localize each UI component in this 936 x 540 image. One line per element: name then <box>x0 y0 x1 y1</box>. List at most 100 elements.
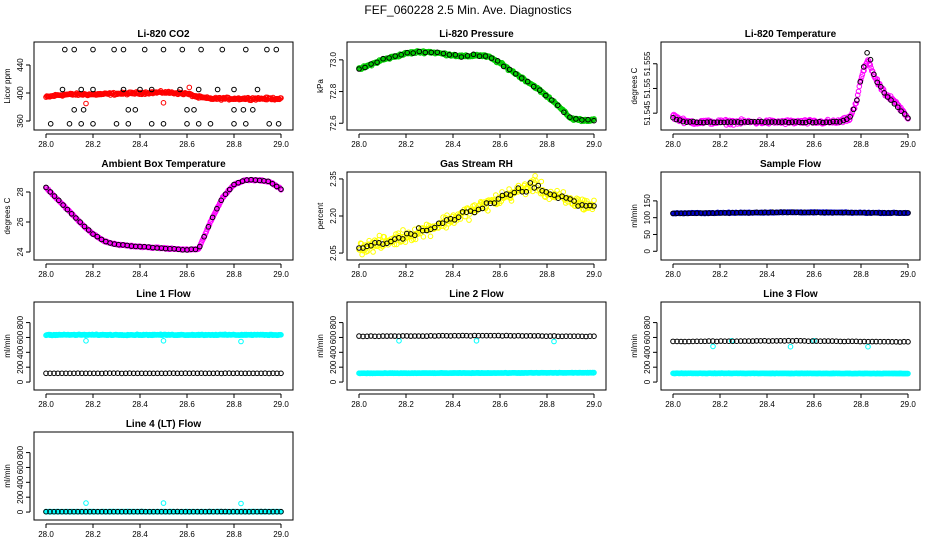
series-2 <box>83 500 244 507</box>
data-point <box>120 86 127 93</box>
data-point <box>547 333 554 339</box>
data-point <box>238 500 244 507</box>
data-point <box>789 209 796 215</box>
data-point <box>364 333 370 340</box>
series-2 <box>83 84 193 107</box>
data-point <box>482 53 489 59</box>
data-point <box>690 118 697 125</box>
data-point <box>786 119 792 126</box>
data-point <box>380 55 386 62</box>
data-point <box>226 186 233 193</box>
data-point <box>166 508 173 515</box>
data-point <box>677 117 683 123</box>
y-tick-label: 2.35 <box>329 171 338 187</box>
data-point <box>809 119 816 126</box>
data-point <box>278 508 284 515</box>
data-point <box>146 508 153 515</box>
data-point <box>214 86 221 93</box>
data-point <box>745 119 751 125</box>
data-point <box>443 333 450 339</box>
data-point <box>393 241 400 248</box>
y-tick-label: 600 <box>329 330 338 344</box>
data-point <box>362 64 368 71</box>
data-point <box>99 508 105 515</box>
data-point <box>704 119 710 125</box>
data-point <box>785 209 792 216</box>
data-point <box>878 84 884 90</box>
data-point <box>765 119 772 125</box>
data-point <box>219 46 226 53</box>
y-tick-label: 150 <box>643 194 652 208</box>
data-point <box>479 332 486 339</box>
data-point <box>731 119 738 125</box>
data-point <box>722 338 728 345</box>
data-point <box>254 86 261 93</box>
data-point <box>434 49 441 56</box>
data-point <box>178 370 185 377</box>
data-point <box>874 76 881 82</box>
data-point <box>190 508 197 515</box>
data-point <box>683 119 690 125</box>
series-4 <box>47 121 282 127</box>
data-point <box>83 370 89 377</box>
data-point <box>891 101 898 107</box>
data-point <box>481 199 487 205</box>
data-point <box>507 195 514 201</box>
panel-title: Li-820 Temperature <box>745 29 837 40</box>
data-point <box>106 370 113 377</box>
data-point <box>435 220 442 227</box>
data-point <box>543 189 550 195</box>
data-point <box>55 370 61 377</box>
data-point <box>142 508 149 515</box>
data-point <box>95 370 101 377</box>
y-axis-label: ml/min <box>3 464 12 488</box>
panel-10: Line 4 (LT) Flow 28.0 28.2 28.4 28.6 28.8 29.0… <box>3 419 294 539</box>
data-point <box>885 338 891 345</box>
data-point <box>77 219 83 225</box>
data-point <box>206 508 213 515</box>
data-point <box>71 107 77 113</box>
x-tick-label: 28.8 <box>226 270 242 279</box>
y-tick-label: 800 <box>643 315 652 329</box>
data-point <box>410 50 417 56</box>
panel-title: Li-820 CO2 <box>137 29 190 40</box>
data-point <box>579 333 585 340</box>
y-tick-label: 600 <box>16 330 25 344</box>
data-point <box>391 241 398 248</box>
data-point <box>869 210 876 216</box>
data-point <box>356 245 362 251</box>
data-point <box>508 198 515 204</box>
data-point <box>867 56 874 63</box>
data-point <box>867 62 874 68</box>
data-point <box>160 46 167 53</box>
x-tick-label: 28.8 <box>539 140 555 149</box>
data-point <box>674 338 680 345</box>
data-point <box>500 63 507 70</box>
data-point <box>59 86 66 93</box>
y-axis-label: degrees C <box>630 67 639 104</box>
panel-title: Line 3 Flow <box>763 289 818 300</box>
data-point <box>66 121 73 127</box>
data-point <box>182 508 189 515</box>
data-point <box>254 370 260 377</box>
data-point <box>455 333 462 339</box>
panel-title: Line 1 Flow <box>136 289 191 300</box>
data-point <box>274 370 280 377</box>
series-1 <box>43 177 284 253</box>
data-point <box>871 71 877 78</box>
series-1 <box>356 173 597 258</box>
data-point <box>166 370 173 377</box>
x-tick-label: 29.0 <box>273 140 289 149</box>
data-point <box>415 333 422 339</box>
data-point <box>198 46 204 53</box>
x-tick-label: 28.6 <box>179 140 195 149</box>
data-point <box>753 338 760 344</box>
data-point <box>447 333 454 339</box>
data-point <box>234 508 240 515</box>
data-point <box>555 102 561 109</box>
data-point <box>881 210 887 216</box>
data-point <box>83 500 89 506</box>
data-point <box>850 106 857 113</box>
data-point <box>238 370 244 377</box>
data-point <box>182 370 189 377</box>
